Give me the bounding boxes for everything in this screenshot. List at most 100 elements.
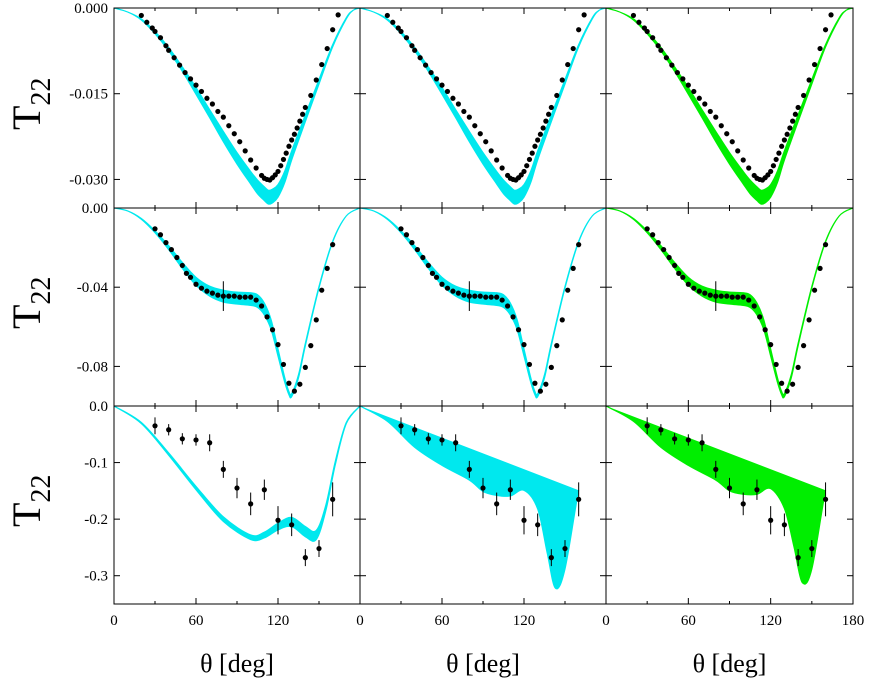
band [360,208,606,399]
data-point [726,485,733,491]
data-point [724,131,730,137]
x-axis-label: θ [deg] [693,649,767,678]
band [606,208,853,399]
data-point [461,108,467,115]
data-point [740,157,746,163]
data-point [576,242,582,248]
panel-r2-c2 [359,207,607,407]
y-axis-label: T22 [4,277,57,329]
panel-r1-c2 [359,7,607,209]
data-point [390,19,396,25]
data-point [724,293,730,299]
data-point [428,69,434,76]
data-point [565,61,571,68]
y-tick-labels-row1: 0.000 -0.015 -0.030 [69,1,108,188]
band [360,406,580,590]
data-point [499,165,505,171]
data-point [439,281,445,287]
data-point [237,139,243,145]
data-point [781,137,787,143]
data-point [248,294,254,300]
data-point [768,168,774,175]
data-point [209,290,215,296]
data-point [450,95,456,101]
data-point [179,262,185,269]
data-point [532,143,538,149]
data-point [729,294,735,300]
data-point [253,297,259,303]
data-point [559,77,565,83]
data-point [302,555,308,561]
data-point [198,88,205,95]
data-point [403,35,410,41]
data-point [152,226,158,232]
data-point [286,143,292,149]
data-point [234,485,240,491]
y-tick-labels-row3: 0.0 -0.1 -0.2 -0.3 [84,399,108,585]
panel-r1-c3 [605,7,854,209]
data-point [822,242,829,248]
data-point [685,281,691,287]
data-point [746,297,752,303]
data-point [548,364,554,370]
data-point [699,440,705,446]
data-point [562,545,568,552]
data-point [308,343,314,349]
data-point [412,427,418,433]
data-point [477,293,483,299]
y-tick-label: -0.015 [69,87,108,103]
data-point [313,317,319,323]
panel-frame [605,207,854,407]
data-point [795,555,801,561]
panel-r2-c1 [113,207,361,407]
panel-frame [113,207,361,407]
data-point [152,423,158,429]
data-point [740,294,746,300]
y-tick-label: 0.0 [89,399,108,415]
data-point [455,101,461,107]
data-point [655,240,661,246]
data-point [302,364,308,370]
x-tick-labels-col3: 60 120 180 [681,613,864,629]
data-point [480,485,486,491]
y-tick-labels-row2: 0.00 -0.04 -0.08 [77,201,109,375]
data-point [398,28,404,35]
data-point [409,43,415,49]
data-point [768,517,774,523]
data-point [209,101,215,107]
data-point [453,440,459,446]
data-point [319,61,325,68]
data-point [294,125,300,131]
data-point [666,254,672,261]
data-point [423,62,429,68]
data-point [554,92,560,99]
data-point [707,108,713,115]
data-point [259,303,265,309]
data-point [650,35,656,41]
data-point [494,501,500,507]
y-tick-label: 0.00 [82,201,108,217]
data-point [521,517,527,523]
data-point [330,496,336,502]
data-point [570,45,576,52]
data-point [166,47,172,53]
data-point [220,114,226,120]
data-point [174,254,180,261]
data-point [776,150,782,156]
data-point [505,303,511,309]
data-point [718,123,724,129]
x-tick-label: 60 [435,613,450,629]
data-point [526,361,533,368]
data-point [226,293,232,299]
y-axis-label: T22 [4,475,57,527]
data-point [182,69,188,76]
data-point [740,501,746,507]
data-point [661,246,667,253]
data-point [278,163,284,169]
panel-frame [113,7,361,209]
data-point [521,168,527,175]
data-point [535,522,541,528]
data-point [231,131,237,137]
data-point [300,111,306,117]
data-point [540,125,546,131]
